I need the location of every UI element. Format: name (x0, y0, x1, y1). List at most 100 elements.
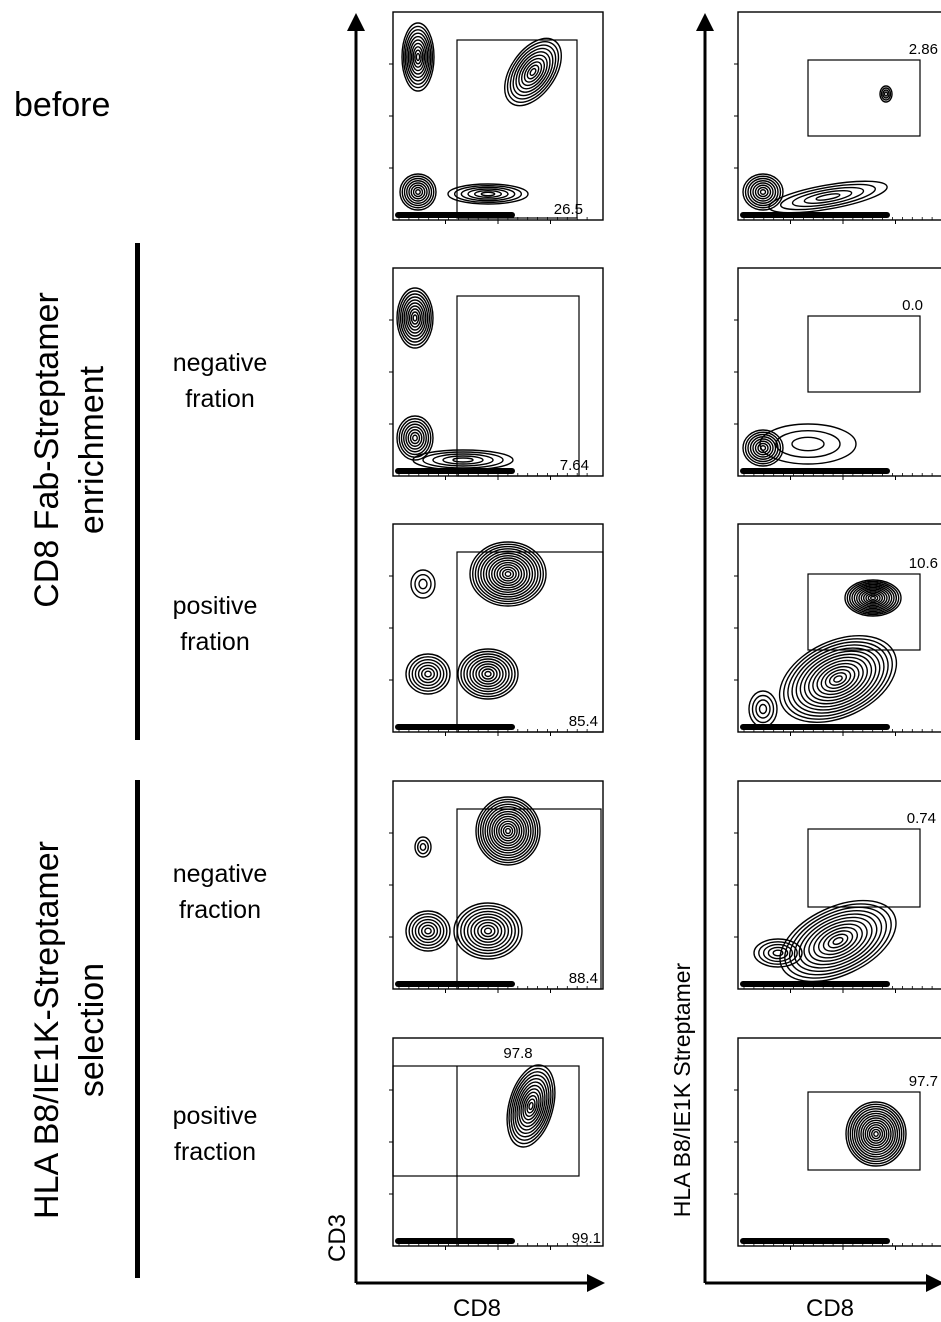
left-x-axis-title: CD8 (453, 1295, 501, 1322)
contour-ring (851, 583, 895, 613)
contour-ring (744, 175, 782, 209)
contour-population (399, 173, 437, 211)
contour-ring (817, 926, 859, 956)
contour-ring (466, 655, 510, 693)
contour-ring (477, 921, 499, 941)
contour-population (844, 579, 902, 617)
contour-ring (405, 426, 425, 450)
contour-ring (526, 1098, 536, 1114)
contour-ring (867, 594, 879, 602)
gate-percentage-label: 85.4 (569, 713, 598, 730)
gate-rectangle (456, 39, 578, 219)
contour-ring (788, 906, 888, 976)
contour-ring (480, 191, 496, 197)
contour-ring (466, 913, 510, 949)
contour-panel: 2.86 (734, 11, 941, 224)
contour-ring (479, 801, 537, 861)
contour-ring (500, 823, 516, 839)
contour-ring (405, 653, 451, 695)
contour-ring (524, 1095, 538, 1117)
contour-ring (869, 595, 877, 601)
gate-rectangle (807, 1091, 921, 1171)
contour-ring (762, 943, 794, 963)
contour-ring (447, 183, 529, 205)
gate-rectangle (807, 59, 921, 137)
contour-ring (415, 52, 421, 62)
contour-ring (478, 665, 498, 683)
contour-ring (879, 85, 893, 103)
contour-ring (491, 559, 525, 589)
contour-ring (469, 541, 547, 607)
contour-ring (481, 668, 495, 680)
contour-ring (418, 578, 428, 590)
contour-ring (404, 29, 432, 85)
contour-ring (407, 305, 423, 331)
contour-ring (484, 806, 532, 856)
gate-percentage-label: 99.1 (572, 1230, 601, 1247)
contour-ring (504, 37, 562, 107)
contour-ring (510, 1071, 552, 1141)
contour-ring (475, 796, 541, 866)
contour-population (469, 541, 547, 607)
row-label-negative-1-line2: fration (185, 385, 255, 413)
contour-ring (415, 189, 421, 195)
contour-panel: 97.7 (734, 1037, 941, 1250)
contour-population (759, 423, 857, 465)
contour-ring (421, 667, 435, 681)
contour-ring (480, 924, 496, 938)
panel-frame (737, 1037, 941, 1247)
contour-population (396, 415, 434, 461)
contour-ring (482, 803, 534, 859)
contour-ring (406, 180, 430, 204)
contour-ring (412, 314, 418, 322)
event-baseline (395, 981, 515, 987)
gate-rectangle (807, 315, 921, 393)
contour-ring (472, 543, 544, 605)
contour-ring (860, 1117, 892, 1151)
contour-ring (501, 568, 515, 580)
contour-population (768, 180, 888, 214)
contour-ring (485, 555, 531, 593)
contour-ring (463, 910, 513, 952)
contour-ring (508, 1067, 554, 1145)
contour-ring (460, 186, 516, 202)
row-label-negative-2-line2: fraction (179, 896, 261, 924)
contour-ring (407, 429, 423, 447)
contour-ring (824, 669, 852, 689)
contour-ring (419, 842, 427, 852)
contour-ring (509, 44, 557, 100)
contour-ring (504, 571, 512, 577)
contour-ring (828, 672, 848, 686)
row-label-positive-2-line1: positive (172, 1102, 258, 1130)
contour-ring (523, 61, 543, 83)
contour-ring (803, 653, 873, 705)
contour-ring (400, 420, 430, 456)
contour-ring (408, 308, 422, 328)
contour-ring (506, 41, 560, 103)
contour-ring (473, 189, 503, 199)
gate-percentage-label: 2.86 (909, 41, 938, 58)
contour-ring (779, 183, 877, 211)
contour-ring (871, 1128, 881, 1140)
row-label-before: before (14, 86, 111, 124)
contour-ring (882, 89, 890, 99)
contour-ring (813, 923, 863, 959)
contour-ring (883, 91, 889, 97)
row-label-positive-1-line2: fration (180, 628, 250, 656)
contour-ring (833, 675, 843, 683)
contour-ring (757, 186, 769, 198)
contour-ring (808, 920, 868, 962)
contour-ring (410, 42, 426, 72)
contour-ring (474, 545, 542, 603)
contour-ring (816, 662, 860, 696)
contour-ring (815, 193, 841, 201)
group-bar-hla (135, 780, 140, 1278)
contour-ring (512, 1074, 550, 1138)
contour-ring (767, 946, 789, 960)
contour-ring (855, 586, 891, 610)
contour-population (401, 22, 435, 92)
event-baseline (740, 1238, 890, 1244)
contour-ring (772, 949, 784, 957)
right-x-axis-title: CD8 (806, 1295, 854, 1322)
contour-ring (848, 582, 898, 614)
